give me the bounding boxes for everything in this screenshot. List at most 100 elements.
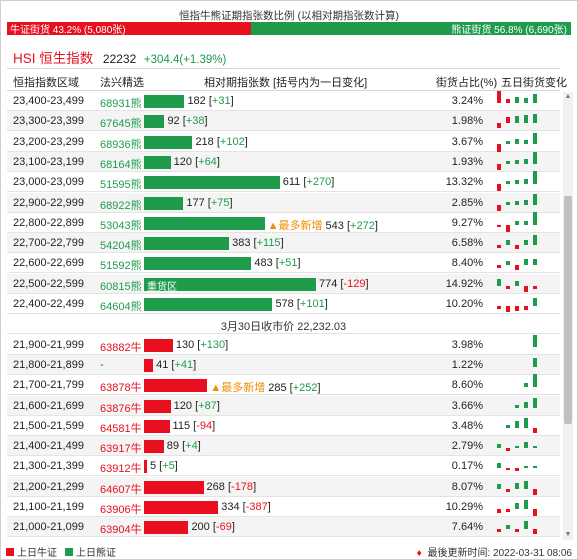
share-percent: 1.93%	[451, 155, 483, 168]
daily-change: -178	[231, 480, 254, 493]
product-code-link[interactable]: 64604熊	[100, 301, 142, 313]
range-cell: 23,400-23,499	[13, 95, 84, 107]
sparkline-bar	[506, 488, 510, 492]
table-row[interactable]: 23,000-23,099 51595熊 611 [+270] 13.32%	[7, 171, 560, 193]
sparkline-bar	[524, 115, 528, 124]
table-row[interactable]: 22,600-22,699 51592熊 483 [+51] 8.40%	[7, 253, 560, 274]
volume-bar-cell: ▲最多新增 285 [+252]	[144, 375, 434, 395]
sparkline-bar	[533, 211, 537, 225]
product-code-link[interactable]: 68922熊	[100, 199, 142, 212]
volume-value: 483	[254, 257, 273, 270]
table-row[interactable]: 21,100-21,199 63906牛 334 [-387] 10.29%	[7, 497, 560, 517]
product-code-link[interactable]: 54204熊	[100, 240, 142, 253]
volume-label: 483 [+51]	[254, 257, 301, 270]
sparkline-bar	[515, 468, 519, 472]
share-percent: 3.48%	[451, 419, 483, 432]
sparkline-bar	[515, 280, 519, 286]
five-day-sparkline	[497, 91, 547, 111]
table-row[interactable]: 22,700-22,799 54204熊 383 [+115] 6.58%	[7, 233, 560, 254]
product-code-link[interactable]: 63876牛	[100, 402, 142, 415]
volume-bar-cell: 120 [+64]	[144, 152, 434, 172]
table-row[interactable]: 21,800-21,899 - 41 [+41] 1.22%	[7, 354, 560, 375]
table-row[interactable]: 23,200-23,299 68936熊 218 [+102] 3.67%	[7, 132, 560, 152]
table-row[interactable]: 21,500-21,599 64581牛 115 [-94] 3.48%	[7, 416, 560, 436]
sparkline-bar	[524, 199, 528, 205]
product-code-link[interactable]: 51595熊	[100, 179, 142, 192]
sparkline-bar	[524, 139, 528, 144]
table-row[interactable]: 22,800-22,899 53043熊 ▲最多新增 543 [+272] 9.27%	[7, 211, 560, 233]
scroll-thumb[interactable]	[564, 196, 572, 424]
table-row[interactable]: 21,600-21,699 63876牛 120 [+87] 3.66%	[7, 395, 560, 416]
product-code-link[interactable]: 64581牛	[100, 422, 142, 435]
index-name[interactable]: HSI 恒生指数	[13, 51, 94, 66]
sparkline-bar	[524, 98, 528, 103]
sparkline-bar	[506, 181, 510, 185]
table-row[interactable]: 21,400-21,499 63917牛 89 [+4] 2.79%	[7, 436, 560, 457]
sparkline-bar	[506, 261, 510, 266]
product-code-link[interactable]: 63878牛	[100, 382, 142, 395]
bull-ratio-segment: 牛证街货 43.2% (5,080张)	[7, 22, 251, 36]
volume-label: 268 [-178]	[206, 480, 257, 493]
sparkline-bar	[524, 383, 528, 388]
product-code-link[interactable]: 63917牛	[100, 443, 142, 456]
product-code-link[interactable]: 68931熊	[100, 98, 142, 110]
product-code-link[interactable]: 51592熊	[100, 260, 142, 273]
daily-change: +270	[306, 176, 332, 189]
five-day-sparkline	[497, 355, 547, 375]
table-row[interactable]: 23,400-23,499 68931熊 182 [+31] 3.24%	[7, 91, 560, 111]
product-code-link[interactable]: 64607牛	[100, 483, 142, 496]
table-row[interactable]: 22,400-22,499 64604熊 578 [+101] 10.20%	[7, 294, 560, 314]
sparkline-bar	[533, 285, 537, 289]
volume-bar-cell: 92 [+38]	[144, 111, 434, 131]
table-row[interactable]: 21,000-21,099 63904牛 200 [-69] 7.64%	[7, 517, 560, 538]
volume-bar	[144, 257, 252, 271]
volume-label: 200 [-69]	[191, 521, 235, 534]
product-code-link[interactable]: 68164熊	[100, 158, 142, 171]
product-code-link[interactable]: 63912牛	[100, 463, 142, 476]
product-code-link[interactable]: 53043熊	[100, 219, 142, 232]
product-code-link[interactable]: 60815熊	[100, 280, 142, 293]
table-row[interactable]: 23,300-23,399 67645熊 92 [+38] 1.98%	[7, 111, 560, 132]
table-row[interactable]: 21,900-21,999 63882牛 130 [+130] 3.98%	[7, 334, 560, 355]
scroll-up-arrow-icon[interactable]: ▲	[564, 93, 572, 100]
product-code-link[interactable]: 63906牛	[100, 504, 142, 516]
scroll-down-arrow-icon[interactable]: ▼	[564, 531, 572, 538]
table-row[interactable]: 22,900-22,999 68922熊 177 [+75] 2.85%	[7, 192, 560, 213]
sparkline-bar	[515, 503, 519, 509]
sparkline-bar	[506, 117, 510, 124]
daily-change: +101	[299, 298, 325, 310]
product-code-link: -	[100, 358, 104, 371]
volume-bar-cell: 89 [+4]	[144, 436, 434, 456]
product-code-link[interactable]: 68936熊	[100, 138, 142, 151]
product-code-link[interactable]: 63882牛	[100, 341, 142, 354]
volume-bar-cell: 120 [+87]	[144, 396, 434, 416]
table-row[interactable]: 23,100-23,199 68164熊 120 [+64] 1.93%	[7, 151, 560, 172]
sparkline-bar	[533, 397, 537, 408]
volume-value: 268	[206, 480, 225, 493]
sparkline-bar	[497, 529, 501, 533]
table-row[interactable]: 22,500-22,599 60815熊 重货区 774 [-129] 14.92%	[7, 273, 560, 294]
sparkline-bar	[506, 201, 510, 205]
share-percent: 3.98%	[451, 338, 483, 351]
range-cell: 21,200-21,299	[13, 480, 84, 493]
volume-bar	[144, 115, 165, 129]
product-code-link[interactable]: 67645熊	[100, 118, 142, 131]
volume-bar-cell: 177 [+75]	[144, 193, 434, 213]
volume-bar-cell: 383 [+115]	[144, 233, 434, 253]
volume-bar-cell: 130 [+130]	[144, 335, 434, 355]
table-row[interactable]: 21,700-21,799 63878牛 ▲最多新增 285 [+252] 8.60%	[7, 374, 560, 396]
table-row[interactable]: 21,300-21,399 63912牛 5 [+5] 0.17%	[7, 456, 560, 477]
product-code-link[interactable]: 63904牛	[100, 524, 142, 537]
range-cell: 21,400-21,499	[13, 440, 84, 453]
sparkline-bar	[506, 525, 510, 530]
table-row[interactable]: 21,200-21,299 64607牛 268 [-178] 8.07%	[7, 476, 560, 497]
sparkline-bar	[524, 500, 528, 509]
daily-change: +4	[185, 440, 198, 453]
sparkline-bar	[533, 466, 537, 469]
daily-change: +64	[198, 155, 217, 168]
volume-label: 177 [+75]	[186, 196, 233, 209]
volume-value: 218	[195, 135, 214, 148]
range-cell: 23,200-23,299	[13, 135, 84, 148]
volume-bar	[144, 480, 204, 494]
vertical-scrollbar[interactable]: ▲ ▼	[563, 92, 573, 540]
